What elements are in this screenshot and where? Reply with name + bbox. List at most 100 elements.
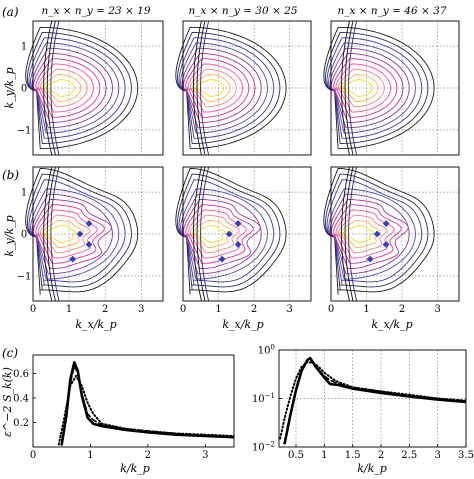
contour-line: [337, 214, 388, 254]
contour-diamond: [382, 220, 390, 227]
contour-panels: 1 0 −1 1 0 −1 0 1 2 3 0 1 2 3 0 1 2 3: [17, 20, 460, 315]
contour-line: [30, 188, 120, 280]
contour-line: [44, 79, 75, 97]
contour-line: [323, 26, 435, 150]
panel-frame: [182, 166, 312, 302]
spectrum-linear-chart: ε^−2 S_k(k) k/k_p 0 1 2 3 0.2 0.4 0.6: [1, 354, 235, 475]
ytick-label: 10−2: [252, 441, 275, 454]
contour-line: [326, 37, 423, 139]
contour-outer-line: [348, 20, 358, 156]
contour-diamond: [69, 255, 77, 263]
contour-outer-line: [43, 20, 53, 156]
contour-diamond: [225, 230, 233, 238]
xtick-label: 2: [145, 450, 151, 461]
spectrum-log-chart: k/k_p 0.5 1 1.5 2 2.5 3 3.5 100 10−1 10−2: [252, 344, 474, 476]
contour-outer-line: [341, 20, 350, 156]
ytick-label: 1: [21, 188, 27, 199]
contour-line: [175, 167, 287, 295]
contour-line: [35, 204, 105, 264]
contour-line: [342, 225, 374, 243]
contour-ylabel-b: k_y/k_p: [3, 215, 16, 256]
contour-outer-line: [193, 166, 202, 302]
xtick-label: 1: [87, 450, 93, 461]
ytick-label: 0: [21, 230, 27, 241]
contour-line: [192, 73, 231, 103]
column-title-3: n_x × n_y = 46 × 37: [337, 5, 446, 17]
xtick-label: 0.5: [288, 450, 304, 461]
contour-line: [178, 37, 275, 139]
contour-line: [181, 47, 262, 129]
xtick-label: 3: [286, 304, 292, 315]
contour-line: [189, 68, 237, 108]
contour-line: [40, 214, 91, 254]
series-line-dotted: [279, 361, 466, 440]
contour-xlabel-2: k_x/k_p: [222, 318, 263, 331]
contour-panel-a-1: 1 0 −1: [17, 20, 164, 156]
contour-outer-line: [196, 20, 206, 156]
contour-line: [187, 209, 247, 259]
xtick-label: 2: [102, 304, 108, 315]
contour-xlabel-3: k_x/k_p: [371, 318, 412, 331]
contour-line: [183, 199, 261, 269]
xtick-label: 0: [30, 304, 36, 315]
contour-line: [37, 209, 98, 259]
contour-line: [335, 209, 395, 259]
xtick-label: 1: [215, 304, 221, 315]
contour-line: [26, 173, 132, 290]
ytick-label: −1: [17, 125, 32, 136]
contour-outer-line: [46, 20, 56, 156]
ytick-label: 0.2: [13, 418, 29, 429]
contour-line: [40, 68, 88, 108]
contour-line: [323, 167, 435, 295]
series-line-dotted: [57, 374, 234, 446]
xtick-label: 1: [363, 304, 369, 315]
contour-outer-line: [341, 166, 350, 302]
chart-left-xlabel: k/k_p: [120, 462, 150, 475]
contour-line: [333, 58, 398, 118]
contour-panel-b-1: 1 0 −1 0 1 2 3: [17, 166, 164, 315]
contour-outer-line: [50, 166, 60, 302]
panel-label-c: (c): [2, 346, 18, 360]
contour-ylabel-a: k_y/k_p: [3, 67, 16, 108]
contour-panel-b-2: 0 1 2 3: [175, 166, 312, 315]
contour-line: [37, 63, 94, 113]
column-title-1: n_x × n_y = 23 × 19: [41, 5, 150, 17]
contour-line: [26, 32, 132, 144]
panel-frame: [32, 20, 164, 156]
series-line-solid: [283, 356, 466, 445]
contour-outer-line: [43, 166, 53, 302]
contour-panel-b-3: 0 1 2 3: [323, 166, 460, 315]
xtick-label: 0: [30, 450, 36, 461]
contour-line: [180, 188, 268, 280]
contour-line: [331, 199, 409, 269]
contour-line: [177, 173, 281, 290]
xtick-label: 2.5: [401, 450, 417, 461]
contour-outer-line: [193, 20, 202, 156]
contour-line: [28, 179, 126, 285]
series-line-dashed: [283, 358, 466, 444]
contour-outer-line: [46, 166, 56, 302]
ytick-exponent: 0: [271, 344, 275, 352]
ytick-label: −1: [17, 271, 32, 282]
xtick-label: 1: [321, 450, 327, 461]
series-line-solid: [60, 361, 234, 446]
xtick-label: 3: [434, 450, 440, 461]
ytick-label: 1: [21, 42, 27, 53]
contour-diamond: [382, 241, 390, 248]
contour-outer-line: [200, 20, 210, 156]
contour-line: [181, 193, 262, 275]
contour-outer-line: [50, 20, 60, 156]
contour-diamond: [76, 230, 84, 238]
contour-line: [25, 26, 139, 150]
contour-panel-a-2: [175, 20, 312, 156]
contour-outer-line: [344, 166, 354, 302]
contour-line: [185, 58, 250, 118]
contour-line: [329, 47, 410, 129]
contour-line: [35, 58, 101, 118]
contour-line: [42, 73, 82, 103]
panel-label-a: (a): [2, 5, 19, 19]
contour-line: [342, 79, 373, 97]
contour-line: [187, 63, 244, 113]
contour-line: [180, 42, 268, 134]
contour-line: [192, 219, 233, 249]
